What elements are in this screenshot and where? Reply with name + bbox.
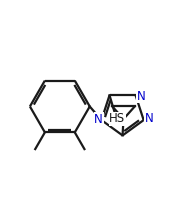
Text: N: N [137,90,146,103]
Text: HS: HS [109,112,125,125]
Text: N: N [94,113,103,126]
Text: N: N [145,112,153,125]
